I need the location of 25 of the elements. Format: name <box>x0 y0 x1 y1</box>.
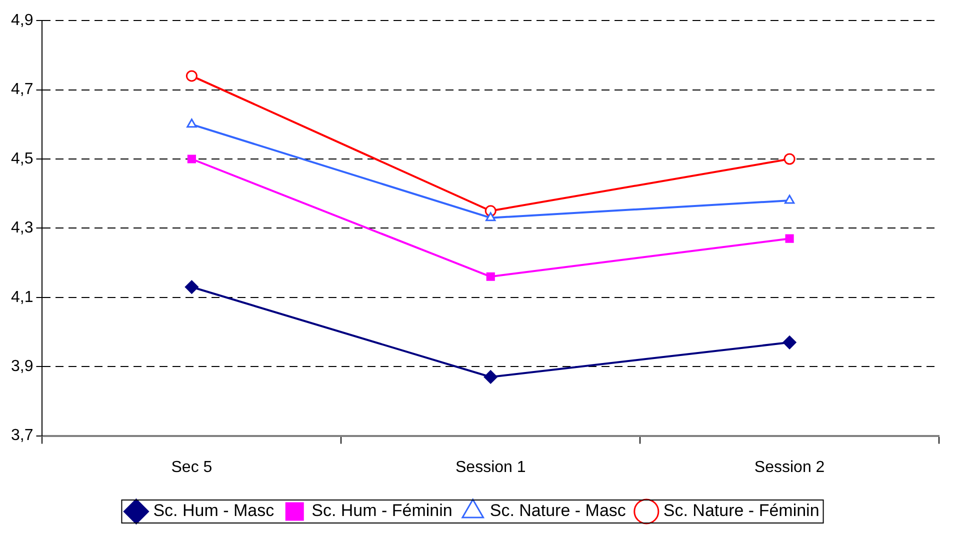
y-tick-label: 3,9 <box>10 358 34 376</box>
legend-label: Sc. Nature - Féminin <box>663 501 820 520</box>
x-tick-label: Session 2 <box>754 458 825 476</box>
point <box>186 118 197 128</box>
point <box>784 153 796 165</box>
point <box>187 154 196 164</box>
point <box>486 272 495 281</box>
y-tick-label: 3,7 <box>10 427 34 444</box>
x-tick-label: Session 1 <box>455 458 526 476</box>
point <box>184 280 198 294</box>
y-tick-label: 4,9 <box>10 12 34 30</box>
point <box>484 370 498 384</box>
y-tick-label: 4,1 <box>10 288 34 306</box>
point <box>186 70 198 82</box>
y-tick-label: 4,5 <box>10 150 34 168</box>
legend-label: Sc. Hum - Masc <box>153 501 275 520</box>
legend-label: Sc. Hum - Féminin <box>312 501 452 520</box>
y-tick-label: 4,3 <box>10 220 34 237</box>
legend-label: Sc. Nature - Masc <box>490 501 626 520</box>
point <box>785 234 794 243</box>
point <box>784 194 795 204</box>
point <box>782 336 796 350</box>
point <box>486 212 496 222</box>
x-tick-label: Sec 5 <box>171 458 212 476</box>
y-tick-label: 4,7 <box>10 81 34 98</box>
